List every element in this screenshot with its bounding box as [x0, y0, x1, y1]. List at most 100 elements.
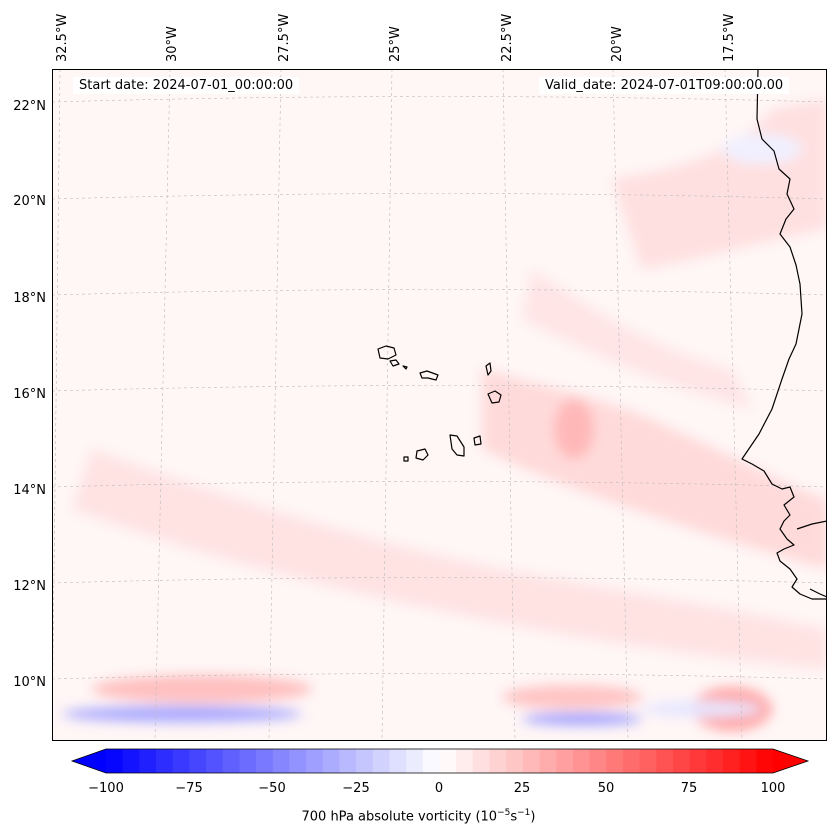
- meridian-22-5w: [502, 69, 516, 741]
- colorbar-segment: [339, 749, 357, 773]
- lon-label-32-5w: 32.5°W: [55, 13, 70, 62]
- vorticity-min-south-central: [522, 713, 642, 725]
- africa-gulf-guinea-coast: [796, 520, 827, 530]
- island-santa-luzia: [402, 365, 408, 370]
- colorbar-segment: [406, 749, 424, 773]
- meridian-30w: [154, 69, 171, 741]
- lon-label-27-5w: 27.5°W: [277, 13, 292, 62]
- island-maio: [473, 435, 482, 446]
- colorbar-title-end: ): [530, 809, 536, 825]
- island-sao-vicente: [389, 359, 400, 367]
- island-fogo: [415, 448, 429, 461]
- colorbar-segment: [172, 749, 190, 773]
- colorbar-title-main: 700 hPa absolute vorticity (10: [301, 809, 498, 825]
- colorbar-segment: [756, 749, 774, 773]
- colorbar-tick-minus-75: −75: [175, 781, 203, 796]
- colorbar-segment: [672, 749, 691, 773]
- coastlines: [377, 69, 827, 600]
- colorbar-segment: [256, 749, 274, 773]
- colorbar-tick-25: 25: [513, 781, 531, 796]
- colorbar-segment: [589, 749, 607, 773]
- colorbar-segment: [122, 749, 140, 773]
- colorbar-segment: [239, 749, 257, 773]
- colorbar-segment: [539, 749, 557, 773]
- lat-label-18n: 18°N: [13, 291, 46, 306]
- colorbar-segment: [706, 749, 724, 773]
- meridian-17-5w: [724, 69, 743, 741]
- colorbar-segment: [739, 749, 757, 773]
- island-sao-nicolau: [419, 370, 439, 381]
- colorbar-tick-minus-25: −25: [342, 781, 370, 796]
- vorticity-min-southwest: [62, 706, 302, 722]
- colorbar-tick-0: 0: [434, 781, 444, 796]
- colorbar-segment: [356, 749, 374, 773]
- colorbar-title-exp2: −1: [517, 808, 531, 818]
- positive-band-south: [72, 449, 827, 669]
- lat-label-22n: 22°N: [13, 99, 46, 114]
- colorbar-title: 700 hPa absolute vorticity (10−5s−1): [0, 808, 837, 824]
- colorbar-segment: [606, 749, 624, 773]
- lat-label-10n: 10°N: [13, 675, 46, 690]
- lon-label-17-5w: 17.5°W: [722, 13, 737, 62]
- colorbar-tick-100: 100: [760, 781, 786, 796]
- map-frame: [52, 69, 827, 741]
- colorbar-segment: [372, 749, 390, 773]
- lat-label-16n: 16°N: [13, 387, 46, 402]
- colorbar-segment: [489, 749, 507, 773]
- colorbar-segment: [656, 749, 674, 773]
- parallel-22n: [52, 96, 827, 103]
- colorbar-segment: [456, 749, 474, 773]
- parallel-20n: [52, 193, 827, 200]
- colorbar-segment: [572, 749, 591, 773]
- parallel-12n: [52, 577, 827, 584]
- colorbar-tick-75: 75: [680, 781, 698, 796]
- vorticity-max-central: [554, 399, 594, 459]
- colorbar-segment: [389, 749, 407, 773]
- colorbar-segment: [206, 749, 224, 773]
- vorticity-map[interactable]: [52, 69, 827, 741]
- colorbar-segment: [522, 749, 541, 773]
- colorbar-segment: [156, 749, 174, 773]
- vorticity-min-south-east: [642, 701, 762, 717]
- colorbar-segment: [556, 749, 574, 773]
- colorbar-segment: [506, 749, 524, 773]
- colorbar-segment: [272, 749, 290, 773]
- colorbar-extend-min: [72, 749, 106, 773]
- valid-date-label: Valid_date: 2024-07-01T09:00:00.00: [539, 77, 790, 94]
- colorbar-segment: [472, 749, 491, 773]
- colorbar-segment: [689, 749, 707, 773]
- lon-label-30w: 30°W: [165, 26, 180, 62]
- colorbar-segment: [106, 749, 124, 773]
- island-santo-antao: [377, 345, 397, 360]
- lon-label-22-5w: 22.5°W: [500, 13, 515, 62]
- lat-label-14n: 14°N: [13, 483, 46, 498]
- colorbar-segment: [306, 749, 324, 773]
- lon-label-20w: 20°W: [610, 26, 625, 62]
- colorbar-segment: [222, 749, 240, 773]
- colorbar-extend-max: [773, 749, 808, 773]
- colorbar-title-mid: s: [510, 809, 518, 825]
- colorbar-segment: [422, 749, 440, 773]
- vorticity-field: [62, 99, 827, 731]
- island-brava: [403, 456, 409, 462]
- lat-label-20n: 20°N: [13, 194, 46, 209]
- parallel-10n: [52, 673, 827, 680]
- meridian-32-5w: [52, 69, 61, 741]
- vorticity-min-north: [722, 134, 802, 164]
- colorbar-segment: [322, 749, 340, 773]
- colorbar-segment: [189, 749, 207, 773]
- colorbar-segment: [139, 749, 157, 773]
- colorbar-segment: [722, 749, 741, 773]
- parallel-18n: [52, 289, 827, 296]
- vorticity-max-southwest: [92, 675, 312, 703]
- lat-label-12n: 12°N: [13, 579, 46, 594]
- start-date-label: Start date: 2024-07-01_00:00:00: [73, 77, 300, 94]
- island-santiago: [449, 434, 465, 457]
- bijagos-coast: [809, 588, 827, 598]
- positive-band-diagonal: [522, 269, 752, 409]
- colorbar-tick-minus-50: −50: [258, 781, 286, 796]
- island-sal: [485, 362, 492, 376]
- colorbar-tick-50: 50: [597, 781, 615, 796]
- colorbar-segment: [639, 749, 657, 773]
- colorbar-outline: [70, 748, 810, 774]
